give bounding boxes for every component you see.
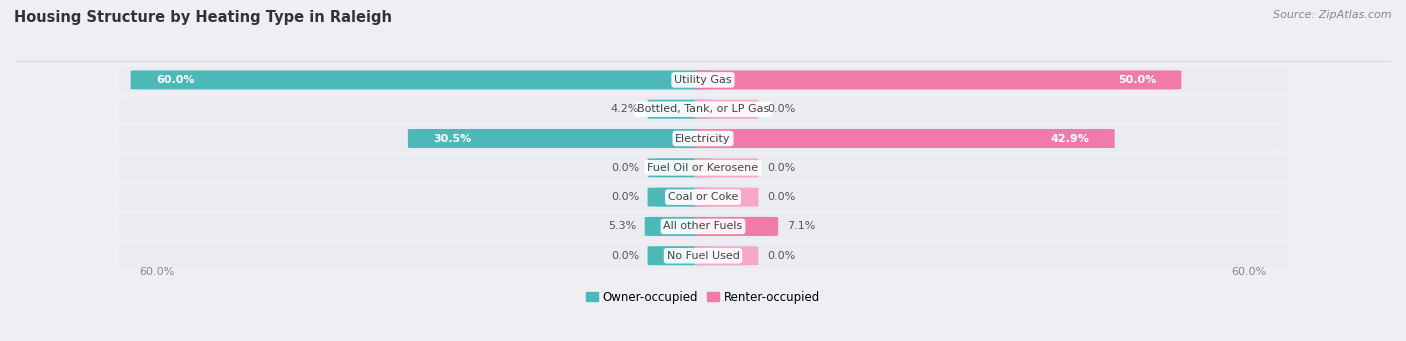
FancyBboxPatch shape (120, 97, 1286, 122)
Text: 60.0%: 60.0% (139, 267, 174, 277)
FancyBboxPatch shape (120, 184, 1286, 210)
Text: Housing Structure by Heating Type in Raleigh: Housing Structure by Heating Type in Ral… (14, 10, 392, 25)
FancyBboxPatch shape (120, 155, 1286, 180)
FancyBboxPatch shape (695, 129, 1115, 148)
Text: 7.1%: 7.1% (786, 221, 815, 232)
Text: 5.3%: 5.3% (607, 221, 637, 232)
FancyBboxPatch shape (695, 188, 758, 207)
Text: Utility Gas: Utility Gas (675, 75, 731, 85)
Text: 0.0%: 0.0% (610, 163, 640, 173)
Text: 0.0%: 0.0% (766, 104, 796, 114)
Text: 0.0%: 0.0% (766, 251, 796, 261)
FancyBboxPatch shape (695, 217, 778, 236)
FancyBboxPatch shape (648, 100, 711, 119)
Text: Electricity: Electricity (675, 134, 731, 144)
Text: 30.5%: 30.5% (433, 134, 471, 144)
FancyBboxPatch shape (695, 70, 1181, 89)
FancyBboxPatch shape (120, 126, 1286, 151)
Text: 60.0%: 60.0% (156, 75, 194, 85)
Text: Coal or Coke: Coal or Coke (668, 192, 738, 202)
Text: All other Fuels: All other Fuels (664, 221, 742, 232)
Text: No Fuel Used: No Fuel Used (666, 251, 740, 261)
Text: 0.0%: 0.0% (610, 192, 640, 202)
FancyBboxPatch shape (120, 243, 1286, 268)
Text: 50.0%: 50.0% (1118, 75, 1156, 85)
FancyBboxPatch shape (648, 246, 711, 265)
FancyBboxPatch shape (645, 217, 711, 236)
FancyBboxPatch shape (120, 214, 1286, 239)
Text: 60.0%: 60.0% (1232, 267, 1267, 277)
FancyBboxPatch shape (648, 158, 711, 177)
FancyBboxPatch shape (408, 129, 711, 148)
FancyBboxPatch shape (131, 70, 711, 89)
Text: Fuel Oil or Kerosene: Fuel Oil or Kerosene (647, 163, 759, 173)
FancyBboxPatch shape (648, 188, 711, 207)
Text: 0.0%: 0.0% (766, 192, 796, 202)
Legend: Owner-occupied, Renter-occupied: Owner-occupied, Renter-occupied (581, 286, 825, 308)
Text: 0.0%: 0.0% (766, 163, 796, 173)
FancyBboxPatch shape (695, 246, 758, 265)
Text: Bottled, Tank, or LP Gas: Bottled, Tank, or LP Gas (637, 104, 769, 114)
FancyBboxPatch shape (695, 158, 758, 177)
Text: 0.0%: 0.0% (610, 251, 640, 261)
Text: Source: ZipAtlas.com: Source: ZipAtlas.com (1274, 10, 1392, 20)
Text: 42.9%: 42.9% (1050, 134, 1090, 144)
FancyBboxPatch shape (695, 100, 758, 119)
Text: 4.2%: 4.2% (610, 104, 640, 114)
FancyBboxPatch shape (120, 67, 1286, 92)
